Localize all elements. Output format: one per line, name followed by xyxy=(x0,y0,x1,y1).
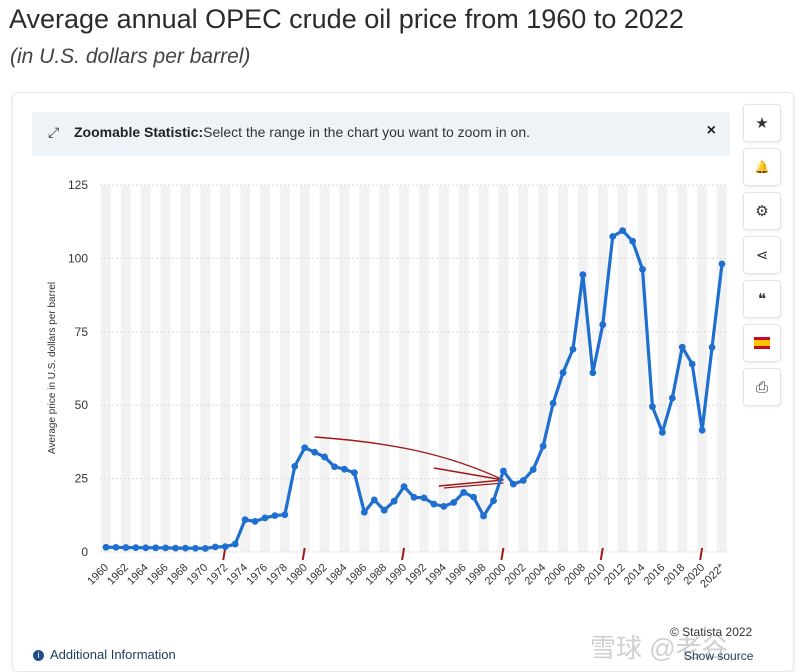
info-icon: i xyxy=(33,650,44,661)
zoom-banner-label: Zoomable Statistic: xyxy=(74,124,204,140)
settings-button[interactable]: ⚙ xyxy=(743,192,781,230)
close-icon[interactable]: × xyxy=(706,122,716,139)
gear-icon: ⚙ xyxy=(755,203,769,220)
print-icon: ⎙ xyxy=(755,378,768,396)
bell-icon: 🔔 xyxy=(754,160,770,174)
show-source-link[interactable]: Show source xyxy=(684,649,754,663)
copyright: © Statista 2022 xyxy=(670,625,753,639)
flag-icon xyxy=(754,337,770,349)
favorite-button[interactable]: ★ xyxy=(743,104,781,142)
notification-button[interactable]: 🔔 xyxy=(743,148,781,186)
chart-card xyxy=(12,92,794,672)
share-icon: ⋖ xyxy=(755,247,769,264)
expand-icon: ⤢ xyxy=(48,124,60,140)
star-icon: ★ xyxy=(755,115,769,132)
zoom-banner-text: Zoomable Statistic:Select the range in t… xyxy=(74,124,530,140)
zoom-banner: ⤢ Zoomable Statistic:Select the range in… xyxy=(32,112,730,156)
share-button[interactable]: ⋖ xyxy=(743,236,781,274)
cite-button[interactable]: ❝ xyxy=(743,280,781,318)
additional-information-label: Additional Information xyxy=(50,647,176,662)
language-button[interactable] xyxy=(743,324,781,362)
watermark: 雪球 @老谷 xyxy=(590,633,728,663)
quote-icon: ❝ xyxy=(757,291,767,308)
zoom-banner-message: Select the range in the chart you want t… xyxy=(203,124,531,140)
page-subtitle: (in U.S. dollars per barrel) xyxy=(10,45,251,68)
page-title: Average annual OPEC crude oil price from… xyxy=(9,4,684,34)
print-button[interactable]: ⎙ xyxy=(743,368,781,406)
additional-information-link[interactable]: i Additional Information xyxy=(33,647,176,662)
